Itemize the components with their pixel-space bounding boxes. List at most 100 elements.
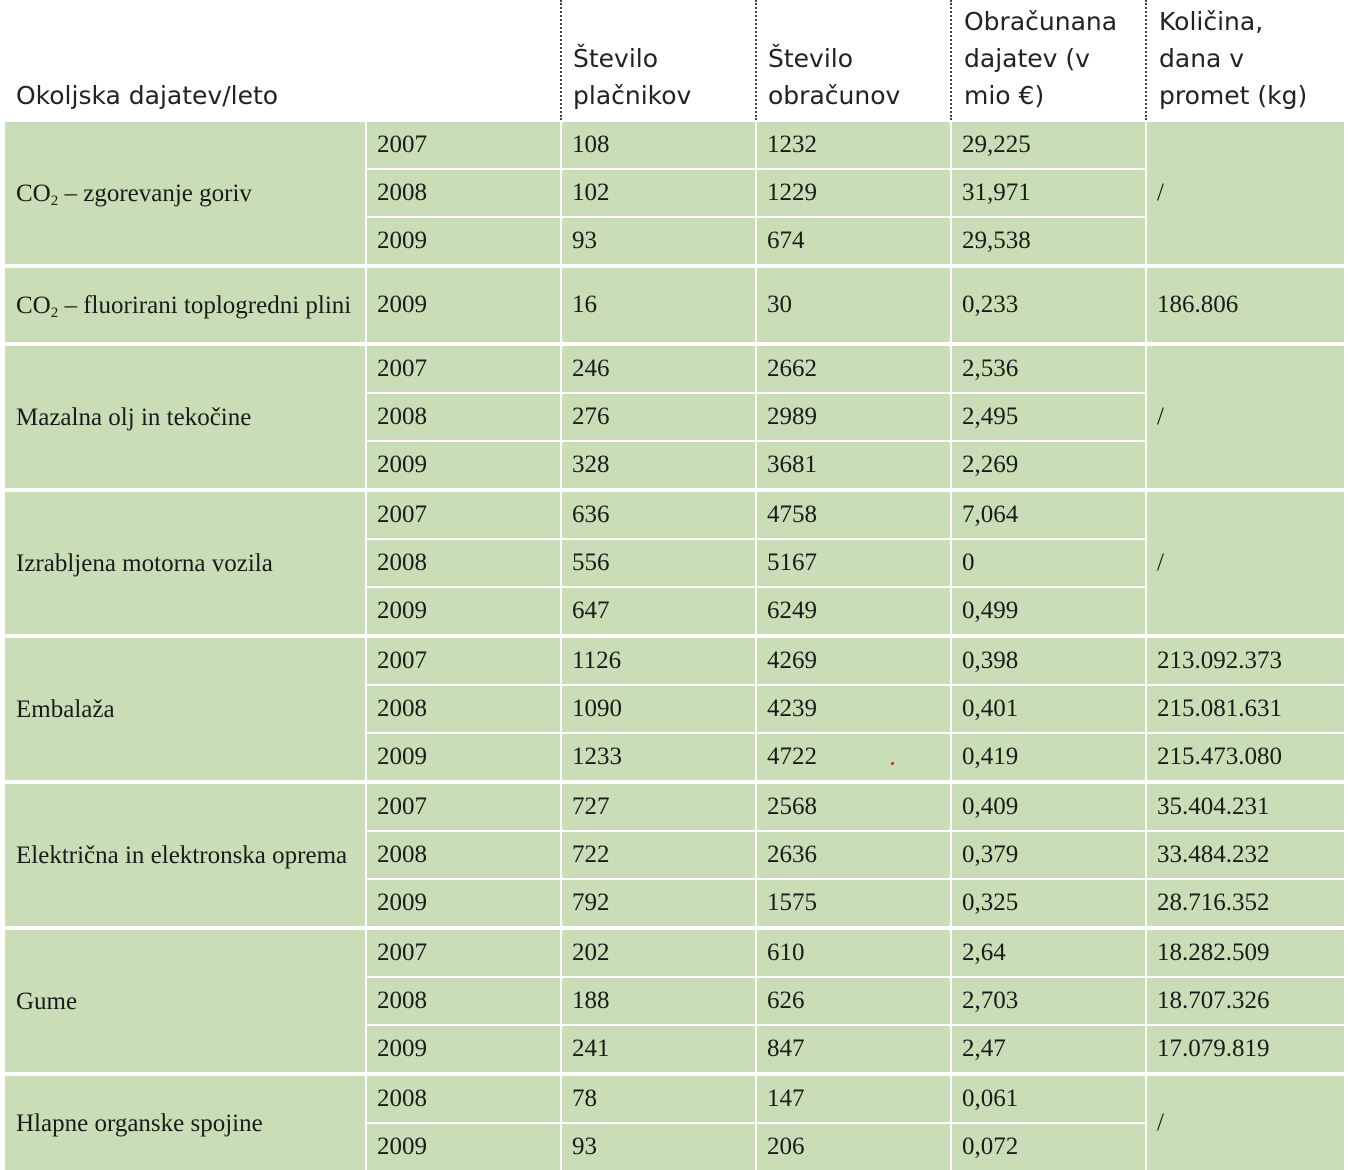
charged-cell: 2,703 xyxy=(952,978,1145,1024)
year-cell-text: 2009 xyxy=(377,1035,427,1062)
charged-cell-text: 2,64 xyxy=(962,939,1006,966)
year-cell-text: 2009 xyxy=(377,451,427,478)
charged-cell: 2,495 xyxy=(952,394,1145,440)
quantity-cell-text: 18.707.326 xyxy=(1157,987,1270,1014)
payers-cell-text: 108 xyxy=(572,131,610,158)
calculations-cell: 4269 xyxy=(757,638,950,684)
payers-cell: 246 xyxy=(562,346,755,392)
quantity-cell: 17.079.819 xyxy=(1147,1026,1344,1072)
payers-cell: 93 xyxy=(562,218,755,264)
quantity-cell-text: 17.079.819 xyxy=(1157,1035,1270,1062)
charged-cell-text: 2,703 xyxy=(962,987,1019,1014)
charged-cell: 0,398 xyxy=(952,638,1145,684)
quantity-cell: 213.092.373 xyxy=(1147,638,1344,684)
calculations-cell-text: 4722 xyxy=(767,743,817,770)
year-cell: 2009 xyxy=(367,218,560,264)
calculations-cell: 2662 xyxy=(757,346,950,392)
header-quantity: Količina, dana v promet (kg) xyxy=(1159,0,1344,118)
calculations-cell-text: 1575 xyxy=(767,889,817,916)
calculations-cell-text: 2662 xyxy=(767,355,817,382)
header-calculations: Število obračunov xyxy=(768,0,948,118)
calculations-cell-text: 4269 xyxy=(767,647,817,674)
payers-cell: 556 xyxy=(562,540,755,586)
calculations-cell: 2989 xyxy=(757,394,950,440)
year-cell-text: 2009 xyxy=(377,1133,427,1160)
year-cell: 2008 xyxy=(367,1076,560,1122)
year-cell: 2009 xyxy=(367,1026,560,1072)
year-cell-text: 2007 xyxy=(377,647,427,674)
category-label: Gume xyxy=(16,988,77,1015)
charged-cell: 2,47 xyxy=(952,1026,1145,1072)
category-main: CO xyxy=(16,291,51,319)
payers-cell: 16 xyxy=(562,268,755,342)
charged-cell: 0 xyxy=(952,540,1145,586)
year-cell-text: 2007 xyxy=(377,131,427,158)
category-cell: Embalaža xyxy=(5,638,365,780)
charged-cell-text: 2,47 xyxy=(962,1035,1006,1062)
quantity-cell: 35.404.231 xyxy=(1147,784,1344,830)
calculations-cell: 6249 xyxy=(757,588,950,634)
header-calculations-label: Število obračunov xyxy=(768,44,901,110)
quantity-cell-text: 18.282.509 xyxy=(1157,939,1270,966)
charged-cell: 29,225 xyxy=(952,122,1145,168)
calculations-cell: 1575 xyxy=(757,880,950,926)
calculations-cell-text: 4239 xyxy=(767,695,817,722)
year-cell-text: 2008 xyxy=(377,549,427,576)
header-payers-label: Število plačnikov xyxy=(573,44,692,110)
charged-cell: 0,409 xyxy=(952,784,1145,830)
year-cell: 2008 xyxy=(367,832,560,878)
quantity-cell-text: 215.081.631 xyxy=(1157,695,1282,722)
header-charged-label: Obračunana dajatev (v mio €) xyxy=(964,7,1118,110)
calculations-cell: 2636 xyxy=(757,832,950,878)
payers-cell: 792 xyxy=(562,880,755,926)
quantity-cell: 215.473.080 xyxy=(1147,734,1344,780)
quantity-cell: 18.282.509 xyxy=(1147,930,1344,976)
category-cell: Izrabljena motorna vozila xyxy=(5,492,365,634)
category-label: Hlapne organske spojine xyxy=(16,1110,263,1137)
header-quantity-label: Količina, dana v promet (kg) xyxy=(1159,7,1308,110)
calculations-cell: 4722 xyxy=(757,734,950,780)
calculations-cell-text: 1232 xyxy=(767,131,817,158)
quantity-cell: 28.716.352 xyxy=(1147,880,1344,926)
year-cell: 2007 xyxy=(367,638,560,684)
calculations-cell-text: 2568 xyxy=(767,793,817,820)
charged-cell-text: 0,379 xyxy=(962,841,1019,868)
charged-cell-text: 31,971 xyxy=(962,179,1031,206)
calculations-cell: 4758 xyxy=(757,492,950,538)
payers-cell-text: 202 xyxy=(572,939,610,966)
payers-cell-text: 93 xyxy=(572,1133,597,1160)
charged-cell-text: 0,061 xyxy=(962,1085,1019,1112)
year-cell: 2007 xyxy=(367,784,560,830)
payers-cell-text: 1126 xyxy=(572,647,622,674)
charged-cell-text: 0,409 xyxy=(962,793,1019,820)
header-divider xyxy=(560,0,562,120)
calculations-cell: 847 xyxy=(757,1026,950,1072)
charged-cell-text: 0,072 xyxy=(962,1133,1019,1160)
category-rest: – zgorevanje goriv xyxy=(58,179,252,207)
payers-cell-text: 722 xyxy=(572,841,610,868)
payers-cell: 276 xyxy=(562,394,755,440)
year-cell-text: 2009 xyxy=(377,743,427,770)
payers-cell: 78 xyxy=(562,1076,755,1122)
year-cell-text: 2009 xyxy=(377,291,427,318)
charged-cell-text: 0,233 xyxy=(962,291,1019,318)
charged-cell-text: 0,419 xyxy=(962,743,1019,770)
header-divider xyxy=(1145,0,1147,120)
quantity-cell: 18.707.326 xyxy=(1147,978,1344,1024)
quantity-merged-cell-text: / xyxy=(1157,1109,1164,1136)
category-label: CO2 – zgorevanje goriv xyxy=(16,179,252,209)
payers-cell: 102 xyxy=(562,170,755,216)
charged-cell-text: 0 xyxy=(962,549,975,576)
category-subscript: 2 xyxy=(50,192,59,209)
payers-cell-text: 246 xyxy=(572,355,610,382)
year-cell: 2007 xyxy=(367,122,560,168)
header-category: Okoljska dajatev/leto xyxy=(16,0,356,118)
payers-cell-text: 188 xyxy=(572,987,610,1014)
calculations-cell-text: 5167 xyxy=(767,549,817,576)
charged-cell: 0,419 xyxy=(952,734,1145,780)
quantity-cell: 186.806 xyxy=(1147,268,1344,342)
year-cell-text: 2007 xyxy=(377,355,427,382)
calculations-cell-text: 2636 xyxy=(767,841,817,868)
category-label: Embalaža xyxy=(16,696,115,723)
year-cell-text: 2008 xyxy=(377,403,427,430)
